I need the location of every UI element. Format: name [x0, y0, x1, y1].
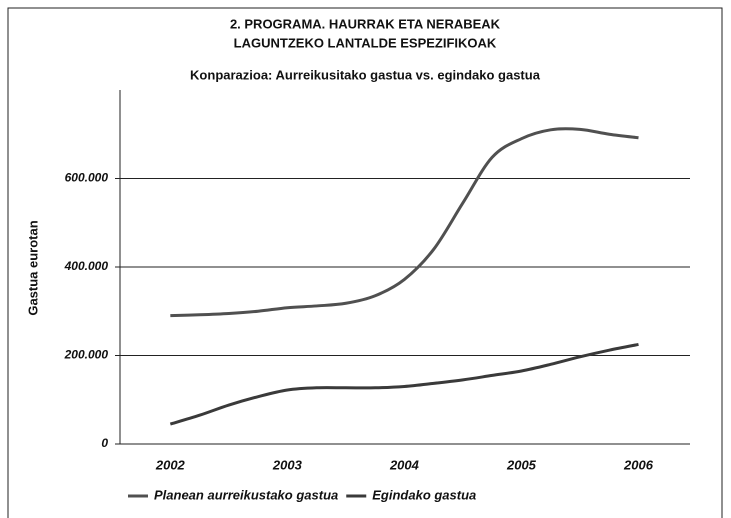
- y-tick-label: 200.000: [64, 348, 109, 362]
- chart-subtitle: Konparazioa: Aurreikusitako gastua vs. e…: [190, 67, 541, 82]
- x-tick-label: 2002: [155, 457, 186, 472]
- frame: [7, 7, 723, 518]
- legend-label: Planean aurreikustako gastua: [154, 487, 338, 502]
- chart-title: 2. PROGRAMA. HAURRAK ETA NERABEAK: [230, 16, 501, 31]
- x-tick-label: 2006: [623, 457, 654, 472]
- y-tick-label: 600.000: [65, 171, 109, 185]
- legend-label: Egindako gastua: [372, 487, 476, 502]
- y-tick-label: 400.000: [64, 259, 109, 273]
- x-tick-label: 2005: [506, 457, 537, 472]
- x-tick-label: 2004: [389, 457, 420, 472]
- y-axis-label: Gastua eurotan: [25, 220, 40, 315]
- x-tick-label: 2003: [272, 457, 303, 472]
- chart-title-line2: LAGUNTZEKO LANTALDE ESPEZIFIKOAK: [234, 35, 497, 50]
- series-line: [170, 127, 639, 318]
- series-line: [169, 342, 639, 426]
- y-tick-label: 0: [101, 436, 108, 450]
